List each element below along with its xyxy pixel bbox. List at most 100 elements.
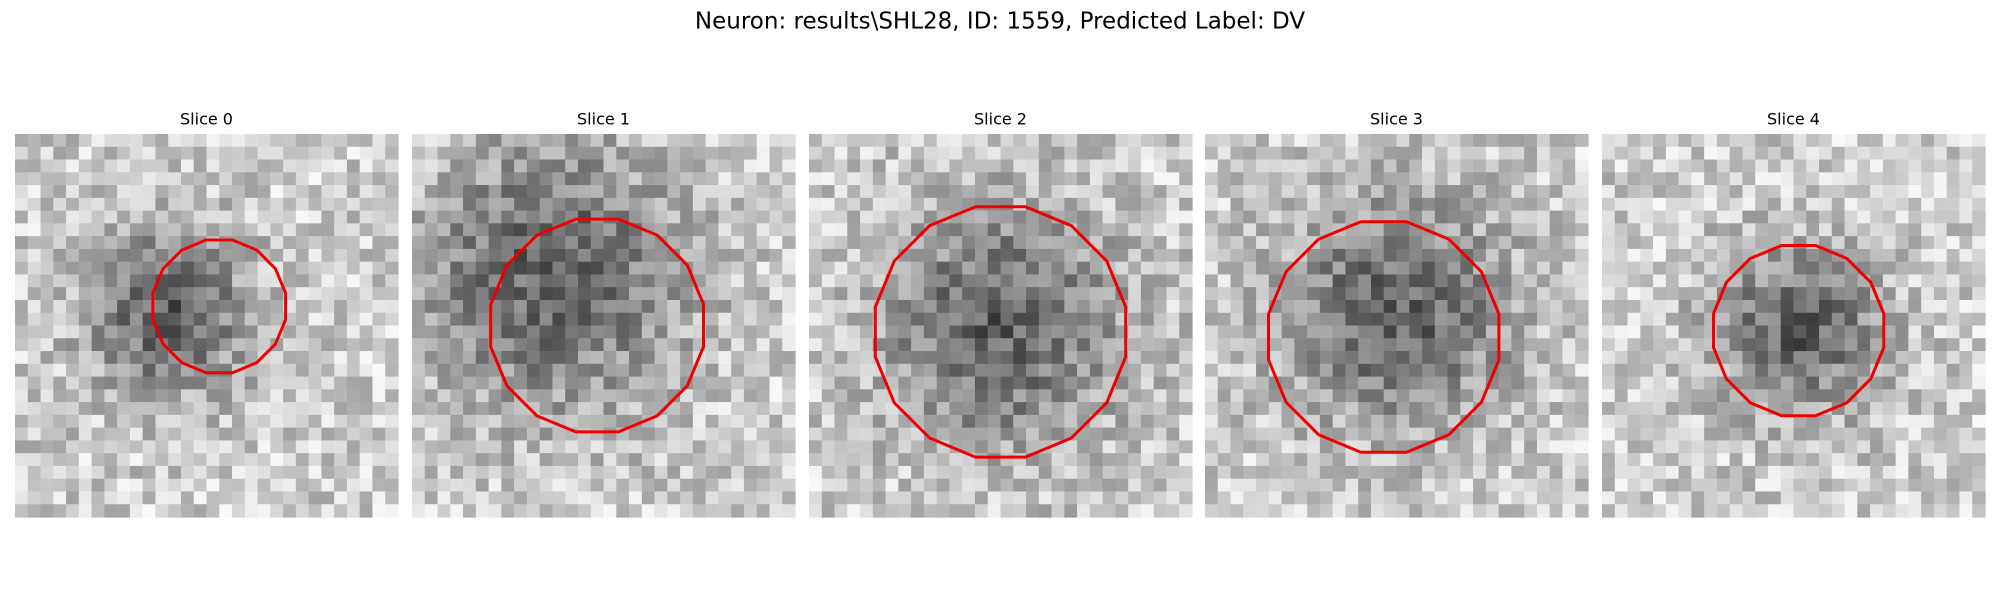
pixel bbox=[1614, 414, 1629, 429]
pixel bbox=[743, 504, 758, 518]
pixel bbox=[1026, 210, 1040, 224]
pixel bbox=[1933, 248, 1948, 263]
pixel bbox=[1602, 146, 1616, 161]
pixel bbox=[731, 491, 745, 505]
pixel bbox=[718, 299, 732, 314]
pixel bbox=[27, 185, 42, 199]
pixel bbox=[1473, 172, 1487, 186]
pixel bbox=[1051, 159, 1065, 173]
pixel bbox=[1716, 134, 1731, 148]
pixel bbox=[603, 210, 617, 224]
pixel bbox=[334, 363, 348, 378]
pixel bbox=[1409, 414, 1423, 429]
pixel bbox=[1243, 287, 1257, 301]
pixel bbox=[1294, 478, 1308, 493]
pixel bbox=[1716, 491, 1731, 505]
pixel bbox=[616, 248, 630, 263]
pixel bbox=[629, 172, 643, 186]
pixel bbox=[1409, 389, 1423, 403]
pixel bbox=[809, 299, 823, 314]
pixel bbox=[1064, 172, 1078, 186]
pixel bbox=[1460, 261, 1474, 276]
pixel bbox=[1294, 261, 1308, 276]
pixel bbox=[346, 465, 361, 480]
pixel bbox=[949, 185, 963, 199]
pixel bbox=[1959, 363, 1973, 378]
pixel bbox=[437, 223, 451, 237]
pixel bbox=[283, 402, 297, 416]
pixel bbox=[1614, 363, 1629, 378]
pixel bbox=[898, 134, 912, 148]
pixel bbox=[1780, 389, 1795, 403]
pixel bbox=[809, 338, 823, 352]
pixel bbox=[1243, 427, 1257, 441]
pixel bbox=[1716, 504, 1731, 518]
pixel bbox=[1281, 134, 1295, 148]
pixel bbox=[860, 478, 874, 493]
pixel bbox=[1946, 287, 1961, 301]
pixel bbox=[1755, 146, 1769, 161]
pixel bbox=[539, 453, 554, 467]
pixel bbox=[1051, 134, 1065, 148]
pixel bbox=[1678, 134, 1692, 148]
pixel bbox=[232, 172, 246, 186]
pixel bbox=[1026, 363, 1040, 378]
pixel bbox=[705, 504, 719, 518]
pixel bbox=[206, 172, 220, 186]
pixel bbox=[1819, 236, 1833, 250]
pixel bbox=[667, 159, 681, 173]
pixel bbox=[1447, 312, 1461, 327]
pixel bbox=[1000, 376, 1014, 390]
pixel bbox=[1933, 159, 1948, 173]
pixel bbox=[1908, 504, 1922, 518]
pixel bbox=[987, 210, 1002, 224]
pixel bbox=[1908, 159, 1922, 173]
pixel bbox=[1691, 287, 1705, 301]
pixel bbox=[1383, 223, 1398, 237]
pixel bbox=[1946, 172, 1961, 186]
pixel bbox=[680, 478, 694, 493]
pixel bbox=[782, 389, 796, 403]
pixel bbox=[27, 312, 42, 327]
pixel bbox=[1409, 402, 1423, 416]
pixel bbox=[1026, 261, 1040, 276]
pixel bbox=[577, 491, 592, 505]
pixel bbox=[847, 504, 861, 518]
pixel bbox=[603, 134, 617, 148]
pixel bbox=[117, 274, 131, 288]
pixel bbox=[117, 440, 131, 454]
pixel bbox=[1051, 146, 1065, 161]
pixel bbox=[654, 389, 668, 403]
pixel bbox=[1473, 223, 1487, 237]
pixel bbox=[1575, 287, 1589, 301]
pixel bbox=[1128, 504, 1142, 518]
pixel bbox=[1767, 414, 1782, 429]
pixel bbox=[616, 414, 630, 429]
pixel bbox=[1716, 159, 1731, 173]
pixel bbox=[1524, 261, 1538, 276]
pixel bbox=[872, 248, 887, 263]
pixel bbox=[577, 325, 592, 339]
pixel bbox=[1089, 478, 1104, 493]
pixel bbox=[782, 312, 796, 327]
pixel bbox=[1128, 376, 1142, 390]
pixel bbox=[1524, 197, 1538, 212]
pixel bbox=[936, 287, 951, 301]
pixel bbox=[629, 159, 643, 173]
pixel bbox=[1729, 210, 1744, 224]
pixel bbox=[1575, 172, 1589, 186]
pixel bbox=[1447, 248, 1461, 263]
pixel bbox=[1358, 146, 1372, 161]
pixel bbox=[911, 478, 925, 493]
pixel bbox=[1536, 274, 1551, 288]
pixel bbox=[1793, 261, 1807, 276]
pixel bbox=[129, 197, 144, 212]
pixel bbox=[129, 185, 144, 199]
pixel bbox=[1332, 376, 1347, 390]
pixel bbox=[1370, 248, 1385, 263]
pixel bbox=[680, 274, 694, 288]
pixel bbox=[1230, 223, 1244, 237]
pixel bbox=[1077, 159, 1091, 173]
pixel bbox=[1742, 299, 1756, 314]
pixel bbox=[514, 210, 528, 224]
